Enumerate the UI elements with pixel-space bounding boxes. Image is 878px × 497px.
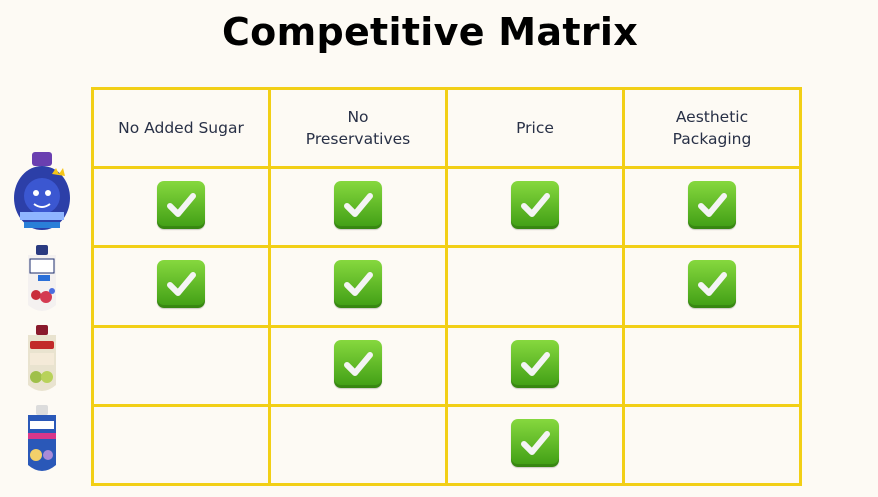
table-row xyxy=(91,324,802,407)
header-row: No Added Sugar No Preservatives Price Ae… xyxy=(91,86,802,170)
check-mark-icon xyxy=(334,339,382,388)
matrix-cell xyxy=(445,324,625,407)
matrix-cell xyxy=(622,166,802,249)
check-mark-icon xyxy=(688,260,736,309)
page-title: Competitive Matrix xyxy=(221,10,638,54)
matrix-cell xyxy=(445,245,625,328)
once-upon-a-farm-pouch-icon xyxy=(12,245,72,323)
matrix-cell xyxy=(268,245,448,328)
check-mark-icon xyxy=(334,260,382,309)
matrix-cell xyxy=(622,324,802,407)
matrix-cell xyxy=(622,245,802,328)
table-row xyxy=(91,403,802,487)
matrix-cell xyxy=(445,166,625,249)
check-mark-icon xyxy=(511,339,559,388)
matrix-cell xyxy=(91,166,271,249)
heinz-pouch-icon xyxy=(12,325,72,403)
gerber-pouch-icon xyxy=(12,405,72,483)
matrix-cell xyxy=(91,245,271,328)
blue-pouch-icon xyxy=(12,150,72,230)
column-header: No Preservatives xyxy=(268,86,448,170)
matrix-cell xyxy=(445,403,625,487)
table-row xyxy=(91,166,802,249)
table-row xyxy=(91,245,802,328)
column-header: Aesthetic Packaging xyxy=(622,86,802,170)
check-mark-icon xyxy=(157,260,205,309)
check-mark-icon xyxy=(688,181,736,230)
matrix-cell xyxy=(268,324,448,407)
matrix-cell xyxy=(268,166,448,249)
matrix-cell xyxy=(268,403,448,487)
column-header: Price xyxy=(445,86,625,170)
matrix-cell xyxy=(91,403,271,487)
check-mark-icon xyxy=(334,181,382,230)
competitive-matrix-table: No Added Sugar No Preservatives Price Ae… xyxy=(91,86,802,487)
check-mark-icon xyxy=(157,181,205,230)
matrix-cell xyxy=(622,403,802,487)
check-mark-icon xyxy=(511,418,559,467)
column-header: No Added Sugar xyxy=(91,86,271,170)
matrix-cell xyxy=(91,324,271,407)
check-mark-icon xyxy=(511,181,559,230)
